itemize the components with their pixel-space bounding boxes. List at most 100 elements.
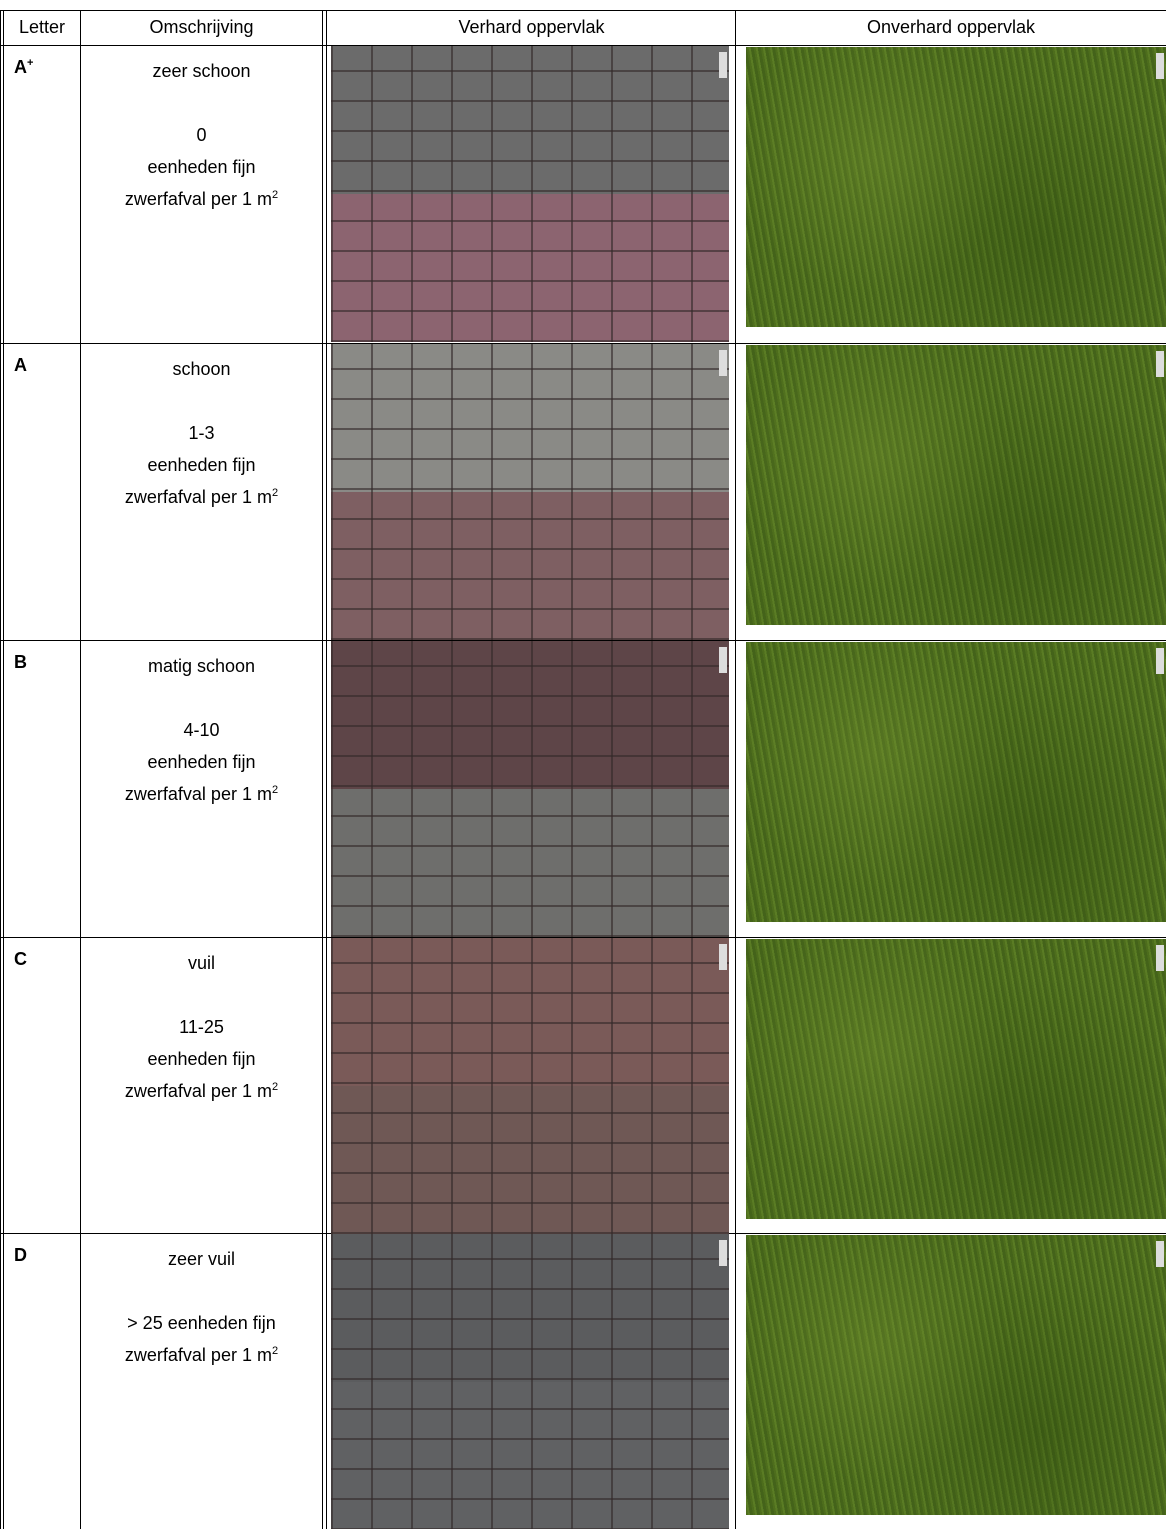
description: zeer vuil > 25 eenheden fijn zwerfafval pe… <box>81 1243 322 1371</box>
row-letter: A+ <box>14 57 33 78</box>
column-border <box>80 10 81 1529</box>
description-line: zwerfafval per 1 m2 <box>81 778 322 810</box>
line-text: 0 <box>196 125 207 145</box>
row-border <box>0 640 1166 641</box>
description-line: 1-3 <box>81 417 322 449</box>
line-text: schoon <box>172 359 231 379</box>
description-line: > 25 eenheden fijn <box>81 1307 322 1339</box>
paved-photo <box>331 1234 729 1529</box>
line-text: zwerfafval per 1 m <box>124 189 272 209</box>
line-text: zwerfafval per 1 m <box>124 784 272 804</box>
column-border <box>0 10 1 1529</box>
letter-text: D <box>14 1245 27 1265</box>
description-line: eenheden fijn <box>81 449 322 481</box>
description-line <box>81 1275 322 1307</box>
paved-photo <box>331 641 729 937</box>
line-text: eenheden fijn <box>147 455 256 475</box>
description: zeer schoon 0 eenheden fijn zwerfafval per … <box>81 55 322 215</box>
paving-pattern <box>331 344 729 640</box>
line-text: eenheden fijn <box>147 1049 256 1069</box>
description-line: eenheden fijn <box>81 1043 322 1075</box>
line-text: 1-3 <box>188 423 215 443</box>
line-text: eenheden fijn <box>147 752 256 772</box>
row-border <box>0 343 1166 344</box>
watermark <box>719 52 727 78</box>
description-line: schoon <box>81 353 322 385</box>
letter-text: A <box>14 57 27 77</box>
paving-pattern <box>331 46 729 342</box>
superscript: 2 <box>271 189 279 201</box>
superscript: 2 <box>271 1081 279 1093</box>
watermark <box>1156 53 1164 79</box>
grass-photo <box>746 1235 1166 1515</box>
line-text: 11-25 <box>179 1017 224 1037</box>
watermark <box>1156 945 1164 971</box>
description-line: 0 <box>81 119 322 151</box>
watermark <box>1156 648 1164 674</box>
column-header: Onverhard oppervlak <box>866 17 1036 37</box>
description: vuil 11-25 eenheden fijn zwerfafval per 1 m… <box>81 947 322 1107</box>
description-line: zwerfafval per 1 m2 <box>81 1339 322 1371</box>
description-line: zwerfafval per 1 m2 <box>81 1075 322 1107</box>
description-line: zeer schoon <box>81 55 322 87</box>
description-line <box>81 385 322 417</box>
grass-photo <box>746 47 1166 327</box>
row-letter: C <box>14 949 27 970</box>
description-line: eenheden fijn <box>81 746 322 778</box>
description-line: vuil <box>81 947 322 979</box>
paved-photo <box>331 938 729 1234</box>
line-text: zwerfafval per 1 m <box>124 1081 272 1101</box>
column-border <box>322 10 323 1529</box>
description-line: 11-25 <box>81 1011 322 1043</box>
description-line <box>81 979 322 1011</box>
line-text: zeer vuil <box>167 1249 236 1269</box>
superscript: 2 <box>271 784 279 796</box>
paving-pattern <box>331 938 729 1234</box>
letter-text: A <box>14 355 27 375</box>
description-line: 4-10 <box>81 714 322 746</box>
description-line: matig schoon <box>81 650 322 682</box>
line-text: zwerfafval per 1 m <box>124 487 272 507</box>
watermark <box>719 647 727 673</box>
letter-text: C <box>14 949 27 969</box>
row-letter: A <box>14 355 27 376</box>
grass-photo <box>746 642 1166 922</box>
description-line: eenheden fijn <box>81 151 322 183</box>
line-text: zeer schoon <box>152 61 251 81</box>
letter-superscript: + <box>27 57 34 69</box>
watermark <box>719 944 727 970</box>
paving-pattern <box>331 1234 729 1529</box>
description: matig schoon 4-10 eenheden fijn zwerfafval … <box>81 650 322 810</box>
column-border <box>735 10 736 1529</box>
row-letter: B <box>14 652 27 673</box>
column-border <box>326 10 327 1529</box>
line-text: matig schoon <box>147 656 256 676</box>
line-text: vuil <box>187 953 215 973</box>
watermark <box>1156 351 1164 377</box>
description: schoon 1-3 eenheden fijn zwerfafval per 1 m… <box>81 353 322 513</box>
grass-photo <box>746 345 1166 625</box>
superscript: 2 <box>271 487 279 499</box>
line-text: > 25 eenheden fijn <box>127 1313 276 1333</box>
paved-photo <box>331 46 729 342</box>
row-border <box>0 45 1166 46</box>
table-border <box>0 10 1166 11</box>
column-header: Omschrijving <box>149 17 254 37</box>
column-header: Letter <box>18 17 66 37</box>
line-text: eenheden fijn <box>147 157 256 177</box>
row-letter: D <box>14 1245 27 1266</box>
description-line: zwerfafval per 1 m2 <box>81 481 322 513</box>
description-line: zeer vuil <box>81 1243 322 1275</box>
description-line: zwerfafval per 1 m2 <box>81 183 322 215</box>
paving-pattern <box>331 641 729 937</box>
grass-photo <box>746 939 1166 1219</box>
watermark <box>719 350 727 376</box>
line-text: 4-10 <box>183 720 220 740</box>
description-line <box>81 682 322 714</box>
line-text: zwerfafval per 1 m <box>124 1345 272 1365</box>
letter-text: B <box>14 652 27 672</box>
column-header: Verhard oppervlak <box>458 17 605 37</box>
column-border <box>3 10 4 1529</box>
watermark <box>1156 1241 1164 1267</box>
